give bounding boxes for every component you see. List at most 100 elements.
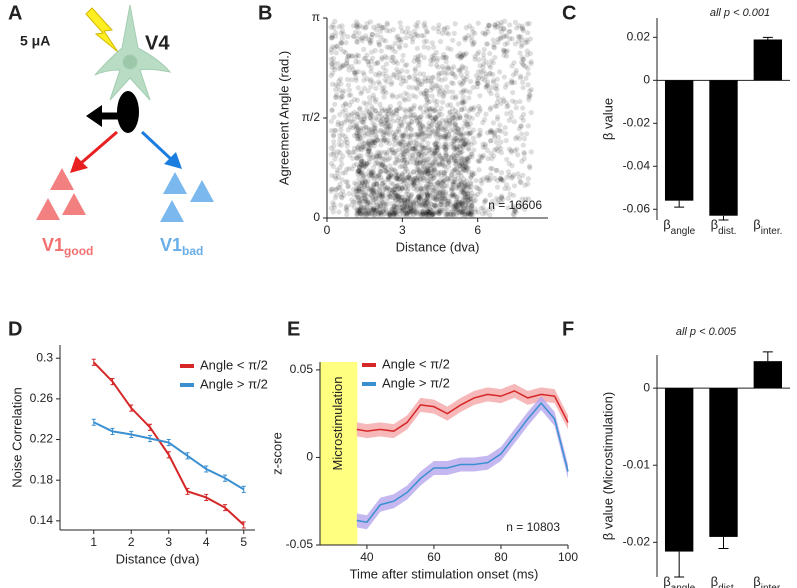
density-dot [402,156,408,162]
density-dot [400,172,406,178]
density-dot [386,210,392,216]
density-dot [414,132,420,138]
density-dot [474,80,480,86]
density-dot [363,189,369,195]
density-dot [387,75,393,81]
density-dot [408,205,415,211]
density-dot [359,89,365,95]
density-dot [391,59,397,66]
density-dot [379,181,386,187]
density-dot [357,208,363,214]
density-dot [339,27,346,34]
density-dot [475,133,482,139]
density-dot [389,190,395,196]
density-dot [471,147,477,153]
y-axis-label: z-score [269,432,284,475]
density-dot [406,74,412,80]
density-dot [475,20,481,26]
density-dot [420,174,427,181]
density-dot [345,112,351,118]
density-dot [412,66,418,72]
density-dot [357,116,364,122]
density-dot [380,201,387,207]
density-dot [479,154,485,160]
density-dot [381,24,387,30]
density-dot [491,147,498,153]
density-dot [418,202,424,208]
density-dot [362,171,368,177]
density-dot [433,140,439,146]
density-dot [390,211,396,217]
density-dot [462,198,469,204]
density-dot [357,199,363,205]
density-dot [474,51,481,57]
density-dot [346,102,353,108]
density-dot [347,124,353,130]
density-dot [441,90,448,96]
density-dot [445,178,452,184]
density-dot [368,77,374,83]
density-dot [484,177,490,183]
density-dot [518,59,525,65]
density-dot [442,196,448,202]
density-dot [498,34,504,41]
density-dot [406,174,412,180]
density-dot [513,25,520,31]
density-dot [435,124,441,130]
density-dot [487,176,493,182]
density-dot [420,210,426,216]
density-dot [394,94,400,100]
density-dot [484,147,491,153]
density-dot [480,68,487,74]
density-dot [352,109,358,116]
density-dot [353,19,359,25]
density-dot [354,114,361,120]
density-dot [386,212,393,218]
density-dot [361,72,367,78]
density-dot [469,25,475,32]
density-dot [471,39,477,45]
y-tick-label: -0.01 [623,457,651,471]
density-dot [331,143,337,149]
density-dot [354,155,360,161]
density-dot [450,80,456,87]
density-dot [432,210,438,216]
density-dot [506,160,512,167]
density-dot [490,60,496,66]
density-dot [464,122,470,128]
density-dot [408,206,414,212]
density-dot [520,105,526,111]
density-dot [373,200,379,206]
density-dot [396,194,403,200]
density-dot [377,161,384,167]
density-dot [354,154,360,160]
density-dot [359,144,365,150]
density-dot [399,133,405,139]
density-dot [395,157,401,163]
v4-neuron [94,4,172,101]
density-dot [380,193,386,199]
density-dot [510,89,516,96]
density-dot [343,206,349,213]
density-dot [467,154,473,160]
density-dot [354,97,361,103]
density-dot [428,169,435,175]
density-dot [376,173,382,179]
density-dot [409,180,415,186]
density-dot [503,130,509,137]
density-dot [463,200,469,206]
density-dot [392,49,398,55]
density-dot [426,155,432,161]
density-dot [461,176,467,182]
density-dot [469,115,475,121]
density-dot [387,123,394,129]
density-dot [432,156,438,162]
density-dot [454,146,461,152]
density-dot [331,139,337,145]
density-dot [517,75,524,81]
density-dot [469,210,475,216]
density-dot [434,191,440,197]
density-dot [450,193,457,199]
density-dot [388,194,394,201]
density-dot [413,85,420,91]
